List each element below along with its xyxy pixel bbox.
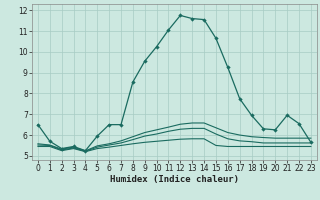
X-axis label: Humidex (Indice chaleur): Humidex (Indice chaleur) <box>110 175 239 184</box>
